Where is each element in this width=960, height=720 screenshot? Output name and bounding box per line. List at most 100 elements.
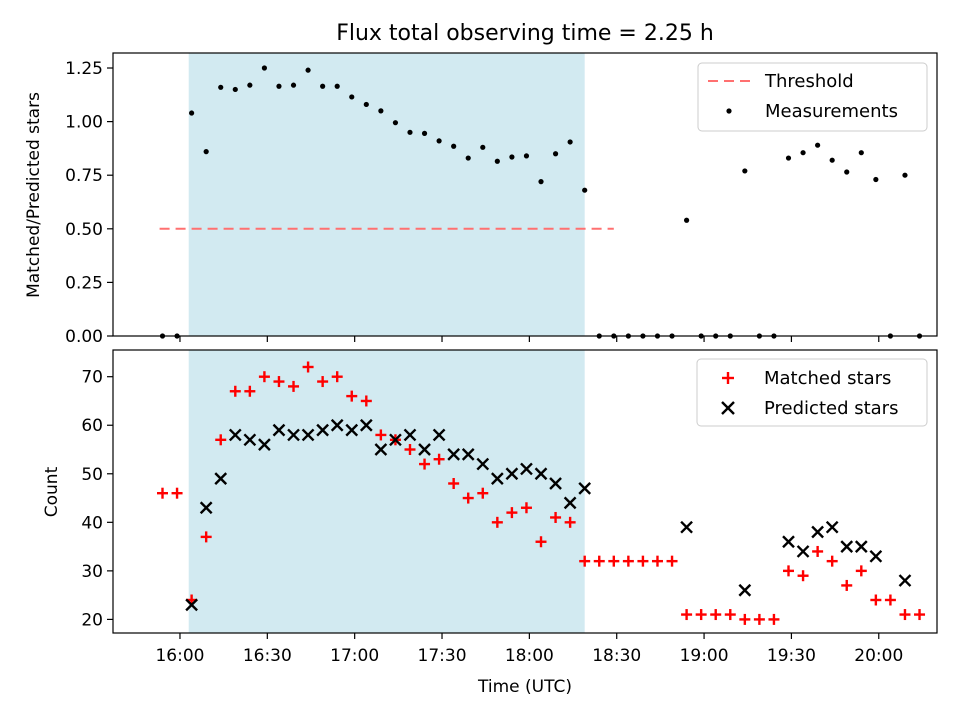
predicted-star-point-23 [520, 462, 533, 476]
matched-star-point-27 [550, 511, 562, 523]
xtick-label-7: 19:30 [767, 646, 816, 666]
predicted-star-point-12 [359, 418, 373, 432]
predicted-star-point-15 [403, 428, 417, 442]
bottom-legend: Matched stars Predicted stars [696, 358, 928, 427]
measurement-point-25 [523, 153, 530, 159]
measurement-point-11 [320, 83, 326, 89]
matched-star-point-49 [870, 594, 882, 606]
predicted-star-point-21 [490, 472, 504, 485]
xtick-label-0: 16:00 [155, 646, 204, 666]
predicted-star-point-24 [534, 467, 548, 481]
measurement-point-21 [465, 155, 471, 161]
legend-threshold-label: Threshold [764, 71, 854, 92]
measurement-point-29 [582, 187, 588, 193]
matched-star-point-21 [462, 492, 474, 504]
measurement-point-44 [800, 150, 806, 156]
legend-matched-label: Matched stars [764, 368, 891, 389]
measurement-point-26 [538, 179, 544, 185]
predicted-star-point-34 [840, 540, 854, 553]
top-highlight-span [188, 53, 585, 336]
predicted-star-point-26 [563, 496, 577, 510]
measurement-point-5 [232, 86, 238, 93]
matched-star-point-40 [739, 613, 751, 625]
measurement-point-14 [363, 101, 369, 108]
measurement-point-20 [451, 143, 457, 149]
xtick-label-8: 20:00 [854, 646, 903, 666]
xtick-label-5: 18:30 [592, 646, 641, 666]
predicted-star-point-18 [447, 448, 461, 461]
top-y-axis-label: Matched/Predicted stars [24, 92, 44, 298]
predicted-star-point-36 [869, 549, 883, 563]
measurement-point-18 [421, 130, 428, 136]
bottom-ytick-label-5: 70 [81, 368, 103, 388]
measurement-point-13 [349, 94, 355, 100]
top-ytick-label-3: 0.75 [65, 166, 103, 186]
measurement-point-45 [815, 142, 821, 148]
matched-star-point-3 [200, 531, 212, 543]
xtick-label-1: 16:30 [243, 646, 292, 666]
measurement-point-36 [683, 217, 690, 223]
bottom-ytick-label-2: 40 [81, 513, 103, 533]
measurement-point-16 [392, 120, 399, 126]
measurement-point-10 [305, 67, 311, 73]
top-panel: 0.00 0.25 0.50 0.75 1.00 1.25 Matched/Predict… [24, 52, 938, 347]
measurement-point-12 [334, 83, 340, 89]
measurement-point-27 [552, 151, 559, 157]
matched-star-point-1 [171, 487, 183, 499]
matched-star-point-14 [360, 395, 372, 407]
matched-star-point-31 [608, 555, 620, 567]
predicted-star-point-8 [301, 428, 315, 442]
legend-predicted-swatch [721, 401, 735, 415]
measurement-point-22 [480, 144, 486, 150]
predicted-star-point-25 [549, 477, 562, 490]
matched-star-point-20 [448, 477, 460, 489]
predicted-star-point-13 [374, 443, 388, 456]
matched-star-point-8 [273, 376, 285, 388]
matched-star-point-12 [331, 371, 343, 383]
matched-star-point-13 [346, 390, 358, 402]
matched-star-point-32 [622, 555, 634, 567]
xtick-label-3: 17:30 [418, 646, 467, 666]
measurement-point-24 [509, 154, 515, 160]
predicted-star-point-22 [505, 467, 519, 481]
legend-matched-swatch [722, 372, 734, 384]
predicted-star-point-29 [738, 583, 752, 597]
x-axis-label: Time (UTC) [477, 677, 572, 697]
measurement-point-40 [742, 168, 748, 174]
bottom-y-axis-label: Count [42, 466, 62, 517]
xtick-label-6: 19:00 [680, 646, 729, 666]
top-ytick-label-4: 1.00 [65, 113, 103, 133]
predicted-star-point-33 [825, 520, 839, 534]
matched-star-point-36 [681, 609, 693, 621]
bottom-panel: 20 30 40 50 60 70 16:00 16:30 17:00 17:30 18:00 18… [42, 349, 938, 697]
measurement-point-3 [203, 149, 209, 155]
bottom-ytick-label-3: 50 [81, 465, 103, 485]
measurement-point-28 [567, 139, 573, 145]
predicted-star-point-16 [418, 443, 431, 456]
top-ytick-label-1: 0.25 [65, 273, 103, 293]
matched-star-point-24 [506, 507, 518, 519]
xtick-label-2: 17:00 [330, 646, 379, 666]
measurement-point-51 [902, 172, 908, 178]
predicted-star-point-32 [811, 525, 824, 539]
matched-star-point-45 [812, 545, 824, 557]
matched-star-point-11 [317, 376, 329, 388]
measurement-point-43 [785, 155, 792, 161]
predicted-star-point-1 [199, 501, 213, 515]
measurement-point-6 [247, 82, 253, 88]
predicted-star-point-20 [476, 457, 490, 471]
matched-star-point-19 [433, 453, 445, 465]
predicted-star-point-0 [185, 598, 198, 612]
measurement-point-47 [844, 169, 850, 175]
bottom-ytick-label-1: 30 [81, 562, 103, 582]
top-legend-box [697, 62, 928, 132]
matched-star-point-33 [637, 555, 649, 567]
top-plot-frame [112, 52, 938, 337]
legend-measurements-swatch [726, 108, 732, 114]
measurement-point-48 [858, 150, 864, 156]
predicted-star-point-35 [854, 540, 868, 553]
matched-star-point-35 [666, 555, 678, 567]
predicted-star-point-27 [578, 481, 592, 495]
bottom-highlight-span [188, 350, 585, 633]
matched-star-point-25 [520, 502, 532, 514]
